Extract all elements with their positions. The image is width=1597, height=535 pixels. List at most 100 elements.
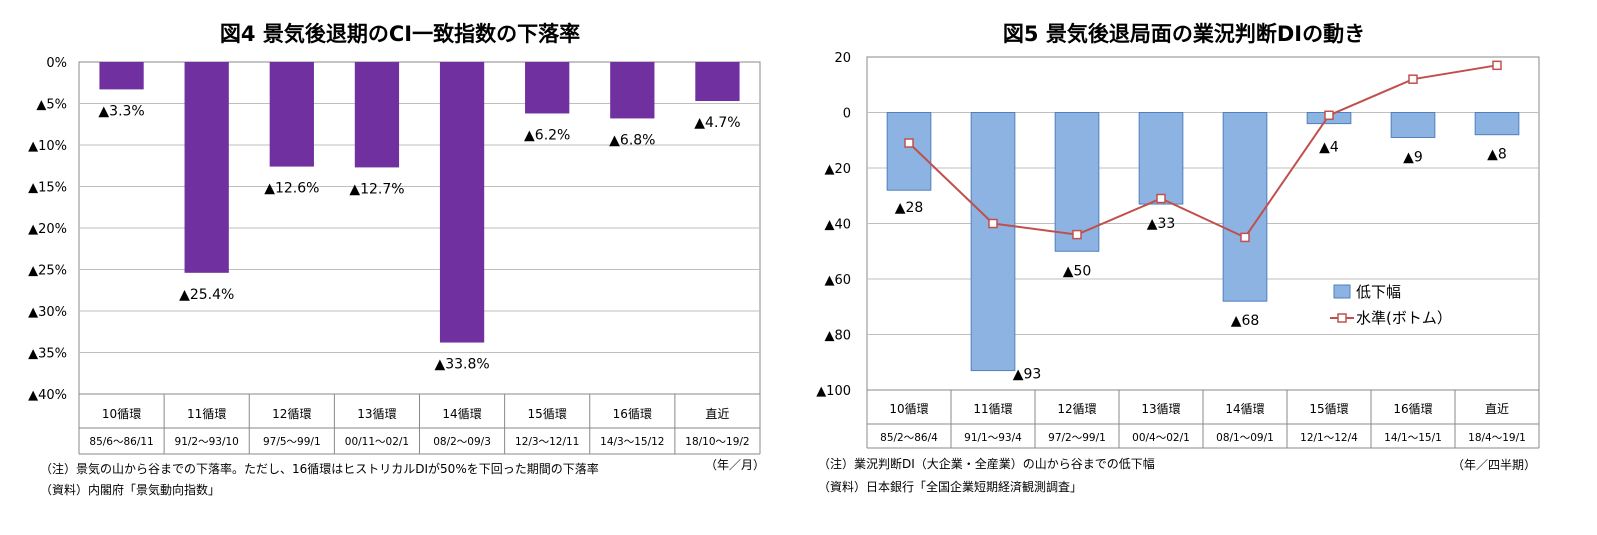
chart1-data-label: ▲3.3%: [98, 103, 144, 119]
chart1-y-tick-label: 0%: [46, 56, 67, 71]
chart2: 図5 景気後退局面の業況判断DIの動き 200▲20▲40▲60▲80▲100 …: [816, 22, 1540, 494]
chart2-range-label: 91/1〜93/4: [964, 432, 1022, 444]
chart2-data-label: ▲9: [1403, 149, 1423, 165]
chart1-bar: [99, 62, 144, 90]
chart1-bar: [269, 62, 314, 167]
chart2-bar: [886, 112, 932, 191]
chart1-bar: [184, 62, 229, 273]
chart2-range-label: 12/1〜12/4: [1300, 432, 1358, 444]
chart2-y-tick-label: 20: [834, 51, 851, 66]
chart2-y-tick-label: ▲40: [824, 218, 851, 233]
chart1-y-tick-label: ▲25%: [28, 264, 67, 279]
chart2-line-point: [904, 138, 914, 148]
chart2-category-label: 15循環: [1309, 402, 1348, 416]
legend-line-label: 水準(ボトム）: [1356, 309, 1452, 327]
chart1-data-label: ▲6.8%: [609, 132, 655, 148]
chart2-data-label: ▲33: [1147, 216, 1176, 232]
chart2-data-labels: ▲28 ▲93 ▲50 ▲33 ▲68 ▲4 ▲9 ▲8: [895, 140, 1507, 383]
chart1-y-tick-label: ▲10%: [28, 139, 67, 154]
chart2-line-point: [988, 218, 998, 229]
chart1-gridlines: [79, 103, 760, 353]
chart2-range-label: 08/1〜09/1: [1216, 432, 1274, 444]
chart2-data-label: ▲93: [1013, 367, 1042, 383]
chart2-category-label: 13循環: [1141, 402, 1180, 416]
chart2-y-tick-label: ▲60: [824, 273, 851, 288]
chart2-range-label: 85/2〜86/4: [880, 432, 938, 444]
chart1-range-label: 91/2〜93/10: [175, 436, 239, 448]
chart1-y-tick-label: ▲5%: [36, 98, 67, 113]
chart1-category-label: 12循環: [272, 407, 311, 421]
chart1-category-label: 16循環: [613, 407, 652, 421]
chart2-bar: [1474, 112, 1520, 136]
chart2-category-label: 14循環: [1225, 402, 1264, 416]
chart2-category-label: 16循環: [1393, 402, 1432, 416]
chart1: 図4 景気後退期のCI一致指数の下落率 0% ▲5% ▲10% ▲15% ▲20% ▲25…: [28, 22, 765, 497]
chart2-data-label: ▲50: [1063, 263, 1092, 279]
chart2-bar: [1390, 112, 1436, 138]
chart2-category-label: 10循環: [889, 402, 928, 416]
chart1-y-tick-label: ▲35%: [28, 347, 67, 362]
chart2-data-label: ▲28: [895, 200, 924, 216]
chart1-y-tick-label: ▲30%: [28, 305, 67, 320]
chart2-data-label: ▲8: [1487, 147, 1507, 163]
chart2-bars: [886, 112, 1520, 372]
chart1-data-label: ▲12.7%: [349, 181, 404, 197]
chart1-bars: [99, 62, 740, 343]
chart2-unit-note: （年／四半期）: [1452, 458, 1536, 472]
chart1-x-axis: 10循環 85/6〜86/11 11循環 91/2〜93/10 12循環 97/5〜99/…: [78, 394, 761, 455]
chart1-range-label: 12/3〜12/11: [515, 436, 579, 448]
chart2-source: （資料）日本銀行「全国企業短期経済観測調査」: [818, 479, 1082, 494]
chart1-bar: [439, 62, 485, 343]
chart1-y-tick-label: ▲20%: [28, 222, 67, 237]
chart2-y-tick-label: ▲100: [816, 384, 851, 399]
chart2-note: （注）業況判断DI（大企業・全産業）の山から谷までの低下幅: [818, 456, 1155, 471]
chart2-range-label: 97/2〜99/1: [1048, 432, 1106, 444]
chart2-bar: [1222, 112, 1268, 302]
chart2-line-point: [1072, 229, 1082, 240]
chart2-x-axis: 10循環 85/2〜86/4 11循環 91/1〜93/4 12循環 97/2〜99/1 1…: [866, 390, 1540, 449]
chart1-note: （注）景気の山から谷までの下落率。ただし、16循環はヒストリカルDIが50%を下…: [40, 461, 599, 476]
chart2-bar: [1138, 112, 1184, 205]
chart1-category-label: 11循環: [187, 407, 226, 421]
chart1-bar: [695, 62, 740, 102]
chart2-legend: 低下幅 水準(ボトム）: [1330, 283, 1452, 327]
chart1-range-label: 18/10〜19/2: [685, 436, 749, 448]
chart2-range-label: 18/4〜19/1: [1468, 432, 1526, 444]
chart1-data-label: ▲33.8%: [434, 357, 489, 373]
chart2-line-point: [1240, 232, 1250, 243]
chart2-y-axis: 20 0 ▲20 ▲40 ▲60 ▲80 ▲100: [816, 51, 851, 399]
chart2-line-point: [1156, 193, 1166, 204]
chart2-y-tick-label: 0: [843, 107, 851, 122]
chart1-category-label: 直近: [705, 407, 729, 421]
chart2-category-label: 11循環: [973, 402, 1012, 416]
chart1-category-label: 10循環: [102, 407, 141, 421]
legend-bar-label: 低下幅: [1356, 283, 1401, 301]
chart2-range-label: 00/4〜02/1: [1132, 432, 1190, 444]
chart1-range-label: 08/2〜09/3: [433, 436, 491, 448]
chart1-data-label: ▲12.6%: [264, 181, 319, 197]
chart1-range-label: 97/5〜99/1: [263, 436, 321, 448]
chart2-data-label: ▲4: [1319, 140, 1339, 156]
chart1-data-label: ▲4.7%: [694, 115, 740, 131]
chart2-data-label: ▲68: [1231, 313, 1260, 329]
chart2-y-tick-label: ▲80: [824, 329, 851, 344]
chart1-data-labels: ▲3.3% ▲25.4% ▲12.6% ▲12.7% ▲33.8% ▲6.2% ▲6.8% ▲…: [98, 103, 740, 372]
chart1-category-label: 15循環: [528, 407, 567, 421]
chart1-bar: [525, 62, 570, 114]
chart1-y-tick-label: ▲40%: [28, 388, 67, 403]
chart2-category-label: 直近: [1485, 402, 1509, 416]
chart2-range-label: 14/1〜15/1: [1384, 432, 1442, 444]
chart1-bar: [610, 62, 655, 119]
chart1-range-label: 00/11〜02/1: [345, 436, 409, 448]
chart2-line-point: [1408, 74, 1418, 84]
chart2-y-tick-label: ▲20: [824, 162, 851, 177]
chart2-line-series: [904, 60, 1502, 243]
chart2-line: [908, 64, 1498, 239]
chart1-y-tick-label: ▲15%: [28, 181, 67, 196]
chart1-range-label: 14/3〜15/12: [600, 436, 664, 448]
chart1-source: （資料）内閣府「景気動向指数」: [40, 482, 220, 497]
chart2-title: 図5 景気後退局面の業況判断DIの動き: [1003, 22, 1365, 46]
chart1-range-label: 85/6〜86/11: [89, 436, 153, 448]
chart1-data-label: ▲25.4%: [179, 287, 234, 303]
